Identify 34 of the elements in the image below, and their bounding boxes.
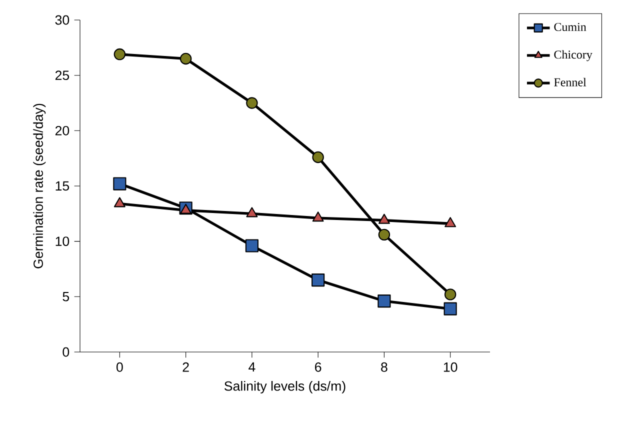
point [444,217,456,228]
point [180,52,192,65]
point [378,214,390,224]
legend-label: Chicory [554,50,592,62]
y-tick-label: 10 [56,236,70,246]
x-tick-label: 10 [444,362,458,372]
point [312,274,325,287]
point [444,288,456,300]
point [246,207,258,218]
x-tick-label: 8 [381,362,388,372]
legend-label: Fennel [554,78,586,86]
point [114,48,126,60]
x-tick-label: 2 [182,362,189,372]
point [312,151,324,164]
y-tick-label: 0 [62,347,70,357]
point [114,197,126,208]
point [113,177,126,190]
point [378,228,390,241]
point [245,239,258,252]
y-tick-label: 5 [62,292,70,302]
y-tick-label: 15 [56,181,70,191]
x-tick-label: 6 [315,362,322,372]
y-tick-label: 20 [55,126,70,136]
y-tick-label: 25 [55,70,70,80]
x-tick-label: 4 [248,362,256,372]
point [378,294,391,308]
point [312,212,324,222]
y-tick-label: 30 [55,15,70,25]
x-tick-label: 0 [116,362,123,372]
legend-label: Cumin [554,22,586,32]
point [444,302,457,316]
x-axis-title: Salinity levels (ds/m) [224,380,346,394]
y-axis-title: Germination rate (seed/day) [33,104,46,268]
point [246,97,258,109]
